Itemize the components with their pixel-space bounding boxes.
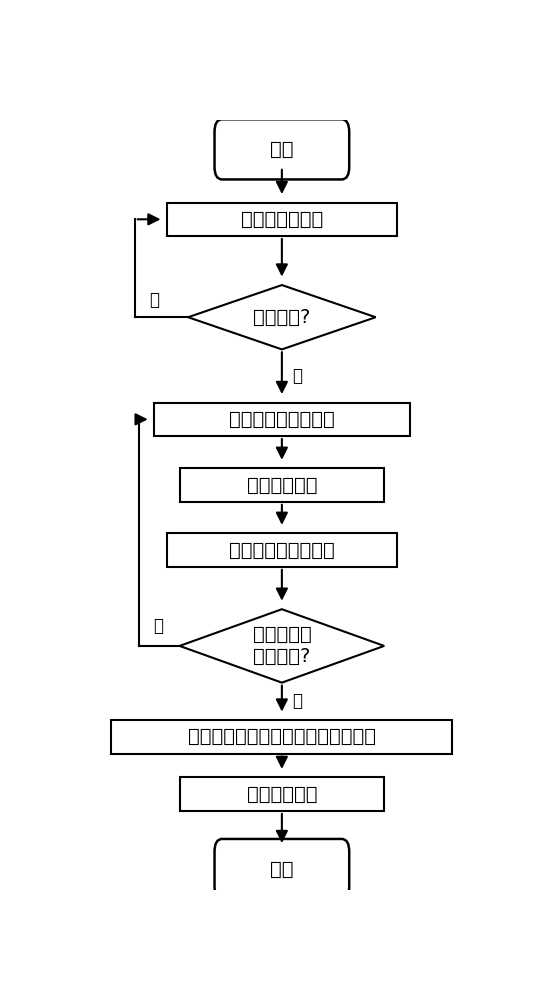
FancyBboxPatch shape [214, 119, 349, 179]
Text: 否: 否 [153, 617, 163, 635]
Text: 结束: 结束 [270, 860, 294, 879]
Polygon shape [179, 609, 384, 683]
Text: 与接地电流
相位相同?: 与接地电流 相位相同? [252, 625, 311, 666]
Bar [111, 720, 452, 754]
Bar [179, 777, 384, 811]
Text: 测量中性点电压: 测量中性点电压 [241, 210, 323, 229]
Bar [154, 403, 410, 436]
Text: 测量各相电压的相位: 测量各相电压的相位 [229, 541, 335, 560]
Text: 开始: 开始 [270, 140, 294, 159]
FancyBboxPatch shape [214, 839, 349, 899]
Bar [167, 203, 397, 236]
Bar [167, 533, 397, 567]
Text: 接地故障?: 接地故障? [253, 308, 311, 327]
Text: 否: 否 [149, 291, 159, 309]
Text: 计算过渡电阻: 计算过渡电阻 [246, 785, 317, 804]
Polygon shape [188, 285, 376, 349]
Text: 是: 是 [292, 692, 302, 710]
Text: 判断故障相，测量故障相电压有效值: 判断故障相，测量故障相电压有效值 [188, 727, 376, 746]
Text: 计算接地电流: 计算接地电流 [246, 476, 317, 495]
Text: 是: 是 [292, 367, 302, 385]
Text: 再次测量中性点电压: 再次测量中性点电压 [229, 410, 335, 429]
Bar [179, 468, 384, 502]
